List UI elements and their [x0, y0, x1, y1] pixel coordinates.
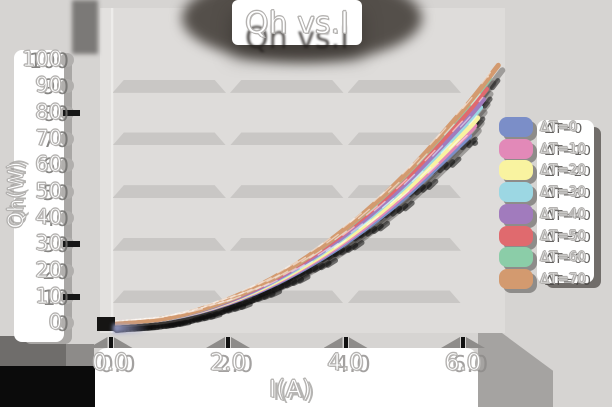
- x-tick-mark-left-4.0: [323, 337, 343, 348]
- origin-blue-smear: [113, 324, 149, 333]
- bottom-left-black-shadow: [0, 366, 96, 407]
- x-tick-mark-right-4.0: [348, 337, 368, 348]
- y-axis-label: Qh(W): [4, 161, 29, 229]
- y-tick-dark-10: [63, 293, 80, 300]
- x-tick-mark-left-2.0: [206, 337, 225, 348]
- x-tick-mark-right-2.0: [231, 337, 250, 348]
- x-axis-tick-panel: [95, 348, 478, 407]
- gridline-x0: [111, 8, 113, 333]
- y-axis-tick-panel: [14, 50, 64, 342]
- top-left-shadow-band: [72, 0, 98, 54]
- bottom-right-shadow: [478, 333, 553, 407]
- x-tick-mark-2.0: [226, 337, 230, 348]
- y-tick-dark-80: [63, 109, 80, 116]
- legend-box: [537, 120, 594, 283]
- chart-title: Qh vs.I: [245, 6, 350, 42]
- y-tick-dark-30: [63, 241, 80, 248]
- origin-shadow-blob: [97, 317, 115, 331]
- x-tick-mark-right-0.0: [113, 337, 133, 348]
- x-axis-label: I(A): [268, 375, 312, 403]
- x-tick-mark-0.0: [108, 337, 113, 348]
- x-tick-mark-6.0: [461, 337, 465, 348]
- x-tick-mark-4.0: [343, 337, 348, 348]
- chart-title-box: Qh vs.I: [232, 0, 362, 45]
- x-tick-mark-left-6.0: [441, 337, 460, 348]
